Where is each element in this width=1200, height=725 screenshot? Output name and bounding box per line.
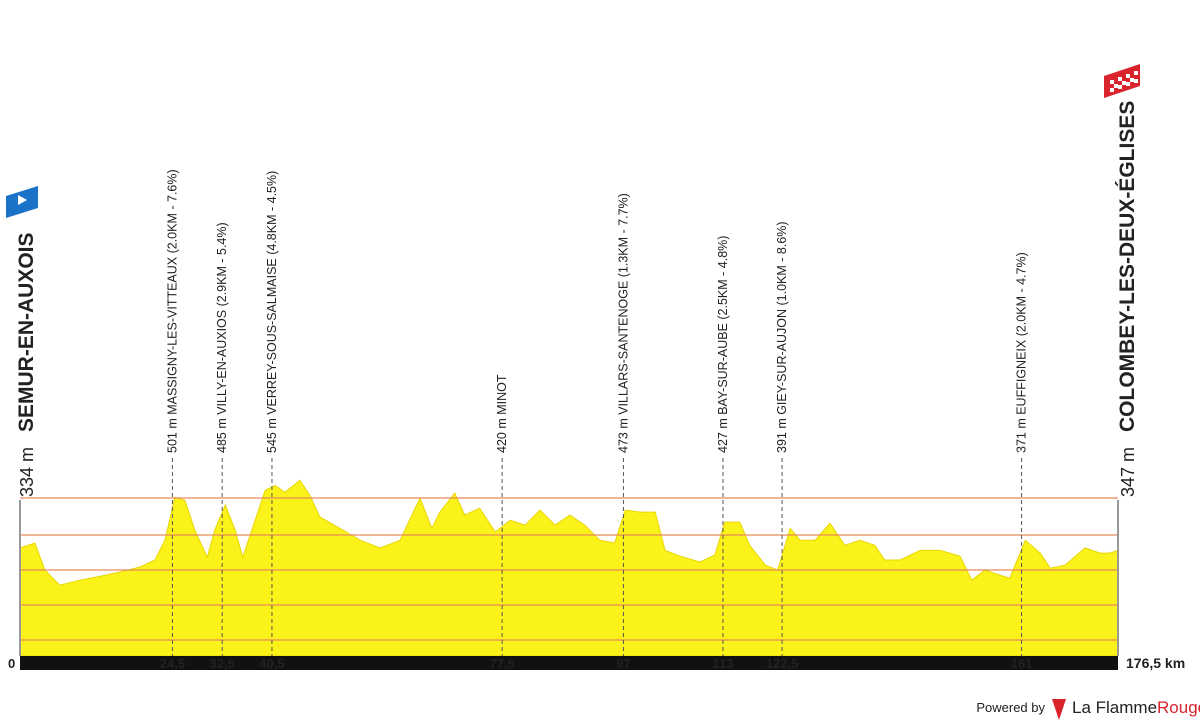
brand-name: La FlammeRouge xyxy=(1072,698,1200,717)
finish-flag-check xyxy=(1110,71,1138,92)
brand-b: Rouge xyxy=(1157,698,1200,717)
climb-label: 420 m MINOT xyxy=(495,374,509,453)
finish-elevation: 347 m xyxy=(1118,447,1138,497)
km-label: 77,5 xyxy=(489,656,514,671)
km-label: 122,5 xyxy=(766,656,799,671)
km-label: 32,5 xyxy=(210,656,235,671)
km-label: 113 xyxy=(712,656,733,671)
brand-logo xyxy=(1052,699,1066,720)
climb-label: 427 m BAY-SUR-AUBE (2.5KM - 4.8%) xyxy=(716,236,730,453)
climb-label: 473 m VILLARS-SANTENOGE (1.3KM - 7.7%) xyxy=(616,193,630,453)
distance-bar xyxy=(20,656,1118,670)
gridlines xyxy=(20,497,1118,641)
km-label: 40,5 xyxy=(259,656,284,671)
finish-name: COLOMBEY-LES-DEUX-ÉGLISES xyxy=(1116,101,1139,432)
start-flag-arrow xyxy=(18,195,27,205)
start-name: SEMUR-EN-AUXOIS xyxy=(15,232,38,432)
elevation-area xyxy=(19,479,1119,657)
km-label: 97 xyxy=(616,656,630,671)
km-label: 24,5 xyxy=(160,656,185,671)
finish-flag xyxy=(1104,64,1140,98)
climb-label: 501 m MASSIGNY-LES-VITTEAUX (2.0KM - 7.6… xyxy=(165,169,179,453)
brand-a: La Flamme xyxy=(1072,698,1157,717)
footer: Powered by La FlammeRouge xyxy=(976,698,1200,720)
climb-label: 545 m VERREY-SOUS-SALMAISE (4.8KM - 4.5%… xyxy=(265,171,279,453)
start-elevation: 334 m xyxy=(17,447,37,497)
climb-label: 391 m GIEY-SUR-AUJON (1.0KM - 8.6%) xyxy=(775,221,789,453)
climb-label: 485 m VILLY-EN-AUXIOS (2.9KM - 5.4%) xyxy=(215,222,229,453)
km-label: 161 xyxy=(1011,656,1033,671)
powered-by: Powered by xyxy=(976,700,1045,715)
km-label: 176,5 km xyxy=(1126,655,1185,671)
climb-label: 371 m EUFFIGNEIX (2.0KM - 4.7%) xyxy=(1015,252,1029,453)
km-label: 0 xyxy=(8,656,15,671)
